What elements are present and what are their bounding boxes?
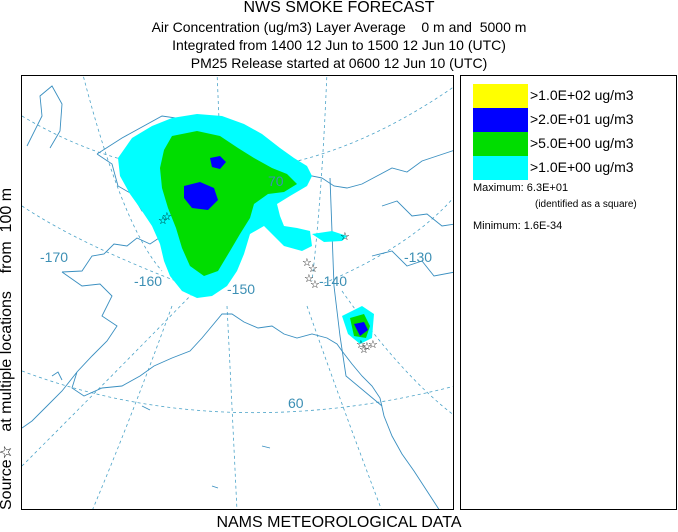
grid-label-lon-140: -140 <box>319 273 347 289</box>
alaska-map: ☆ ☆ ☆ ☆ ☆ ☆ ☆ ☆ ☆ ☆ ☆ -170 -160 -150 -14… <box>22 76 453 509</box>
grid-label-lat-70: 70 <box>268 173 284 189</box>
source-markers: ☆ ☆ ☆ ☆ ☆ ☆ ☆ ☆ ☆ ☆ ☆ <box>158 210 378 356</box>
source-star: ☆ <box>340 230 350 243</box>
plume-green <box>160 131 297 276</box>
legend-maximum-note: (identified as a square) <box>535 199 637 210</box>
legend-panel: >1.0E+02 ug/m3 >2.0E+01 ug/m3 >5.0E+00 u… <box>460 75 677 510</box>
legend-label: >2.0E+01 ug/m3 <box>530 111 634 127</box>
coastline <box>22 85 453 509</box>
source-star: ☆ <box>356 338 366 351</box>
source-star: ☆ <box>158 214 168 227</box>
grid-label-lon-160: -160 <box>134 273 162 289</box>
grid-label-lon-130: -130 <box>404 249 432 265</box>
source-star: ☆ <box>310 278 320 291</box>
grid-label-lat-60: 60 <box>288 395 304 411</box>
data-source-label: NAMS METEOROLOGICAL DATA <box>216 514 462 531</box>
plume-cyan-tail <box>312 231 347 242</box>
longitude-line-170 <box>22 205 198 290</box>
longitude-line-140 <box>311 76 328 282</box>
title-concentration: Air Concentration (ug/m3) Layer Average … <box>151 19 527 35</box>
source-star: ☆ <box>304 272 314 285</box>
source-star: ☆ <box>162 210 172 223</box>
legend-swatch-blue <box>473 108 528 132</box>
source-star: ☆ <box>308 262 318 275</box>
title-main: NWS SMOKE FORECAST <box>243 0 435 16</box>
plume-blue <box>184 182 218 210</box>
grid-label-lon-150: -150 <box>227 281 255 297</box>
source-star: ☆ <box>362 340 372 353</box>
map-panel: ☆ ☆ ☆ ☆ ☆ ☆ ☆ ☆ ☆ ☆ ☆ -170 -160 -150 -14… <box>21 75 454 510</box>
legend-swatch-green <box>473 132 528 156</box>
title-release-start: PM25 Release started at 0600 12 Jun 10 (… <box>190 55 488 71</box>
longitude-line-150-south <box>226 305 238 509</box>
plume-blue-southeast <box>354 322 368 336</box>
title-integration-period: Integrated from 1400 12 Jun to 1500 12 J… <box>172 37 506 53</box>
source-side-label: Source☆ at multiple locations from 100 m <box>0 188 15 510</box>
legend-swatch-yellow <box>473 84 528 108</box>
source-star: ☆ <box>302 256 312 269</box>
legend-maximum: Maximum: 6.3E+01 <box>473 182 569 194</box>
grid-label-lon-170: -170 <box>40 249 68 265</box>
islands <box>51 371 271 489</box>
legend-minimum: Minimum: 1.6E-34 <box>473 220 563 232</box>
longitude-line-160 <box>82 76 163 272</box>
smoke-plume <box>118 114 374 344</box>
source-star: ☆ <box>359 343 369 356</box>
plume-blue-small <box>210 156 226 169</box>
longitude-line-130 <box>321 197 453 285</box>
legend-label: >5.0E+00 ug/m3 <box>530 135 634 151</box>
longitude-line-160-south <box>92 305 173 509</box>
longitude-line-140-south <box>306 305 382 509</box>
legend-swatch-cyan <box>473 156 528 180</box>
legend-label: >1.0E+02 ug/m3 <box>530 87 634 103</box>
longitude-line-170-south <box>22 288 198 467</box>
latitude-circle-60 <box>22 370 453 414</box>
yukon-border <box>329 177 383 407</box>
source-star: ☆ <box>368 338 378 351</box>
legend-label: >1.0E+00 ug/m3 <box>530 159 634 175</box>
